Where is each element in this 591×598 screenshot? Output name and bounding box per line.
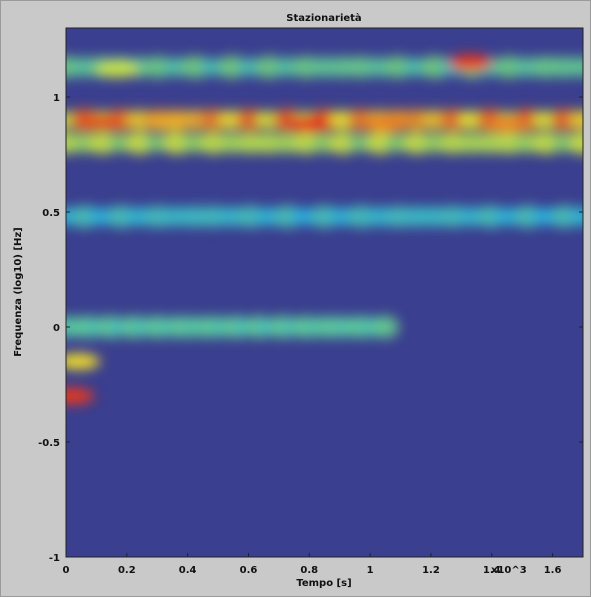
heat-hotspot <box>147 114 192 131</box>
heat-band-blob <box>513 205 542 229</box>
heat-band-blob <box>162 131 191 155</box>
heat-band-blob <box>181 55 210 79</box>
heat-band-blob <box>292 131 321 155</box>
heat-band-blob <box>569 131 583 155</box>
y-axis-title: Frequenza (log10) [Hz] <box>13 227 24 356</box>
heat-hotspot <box>66 353 101 370</box>
heat-hotspot <box>287 116 332 133</box>
x-tick-label: 1 <box>367 565 374 576</box>
heat-hotspot <box>484 116 529 133</box>
heat-band-blob <box>255 55 284 79</box>
y-axis: -1 -0.5 0 0.5 1 <box>38 93 583 564</box>
x-tick-label: 1.2 <box>422 565 440 576</box>
y-tick-label: -0.5 <box>38 438 60 449</box>
y-tick-label: 0.5 <box>42 208 60 219</box>
heat-hotspot <box>95 61 140 78</box>
heat-hotspot <box>448 54 493 71</box>
heat-band-blob <box>236 108 265 132</box>
heat-band-blob <box>365 131 394 155</box>
heat-band-blob <box>476 205 505 228</box>
x-tick-label: 1.6 <box>544 565 562 576</box>
heat-band-blob <box>384 55 413 79</box>
heat-band-blob <box>532 131 561 155</box>
heat-band-blob <box>371 315 400 339</box>
heat-band-blob <box>125 131 154 155</box>
plot-background <box>66 28 583 557</box>
x-tick-label: 0 <box>63 565 70 576</box>
y-tick-label: -1 <box>49 553 60 564</box>
heat-band-blob <box>550 205 579 229</box>
heat-band-blob <box>439 108 468 132</box>
heat-hotspot <box>363 116 408 133</box>
heat-band-blob <box>569 56 583 78</box>
x-tick-label: 0.2 <box>118 565 136 576</box>
plot-area <box>66 28 583 557</box>
x-tick-label: 0.8 <box>300 565 318 576</box>
heat-band-blob <box>70 205 99 229</box>
x-tick-label: 1.4 <box>483 565 501 576</box>
heat-band-blob <box>421 55 450 79</box>
plot-border <box>65 27 584 558</box>
heat-hotspot <box>80 114 125 131</box>
heat-band-blob <box>88 131 117 155</box>
chart-title: Stazionarietà <box>286 12 361 24</box>
x-axis-title: Tempo [s] <box>296 578 351 589</box>
heat-band-blob <box>310 205 339 229</box>
x-axis: 0 0.2 0.4 0.6 0.8 1 1.2 1.4 1.6 <box>63 553 562 576</box>
y-tick-label: 0 <box>53 323 60 334</box>
x-tick-label: 0.4 <box>179 565 197 576</box>
heat-band-blob <box>236 205 265 228</box>
x-axis-multiplier: x10^3 <box>491 565 527 576</box>
heat-band-blob <box>569 110 583 130</box>
heat-layer <box>66 54 583 404</box>
heat-band-blob <box>107 205 136 229</box>
heat-band-blob <box>402 131 431 155</box>
x-tick-label: 0.6 <box>240 565 258 576</box>
heat-band-blob <box>328 131 357 155</box>
heat-band-blob <box>218 55 247 79</box>
heat-band-blob <box>273 205 302 229</box>
heat-hotspot <box>66 388 95 404</box>
y-tick-label: 1 <box>53 93 60 104</box>
heat-band-blob <box>144 55 173 79</box>
